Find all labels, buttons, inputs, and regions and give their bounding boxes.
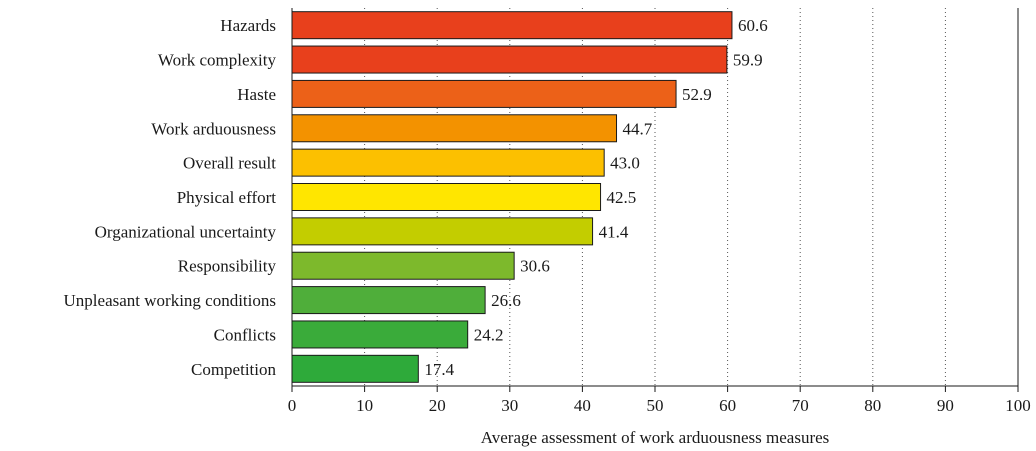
value-label: 59.9 [733, 51, 763, 70]
category-labels: Hazards Work complexity Haste Work arduousn… [64, 16, 277, 379]
bar [291, 354, 419, 383]
category-label: Physical effort [177, 188, 277, 207]
category-label: Work arduousness [151, 119, 276, 138]
x-tick-label: 70 [792, 396, 809, 415]
category-label: Hazards [220, 16, 276, 35]
x-tick-label: 80 [864, 396, 881, 415]
x-tick-label: 10 [356, 396, 373, 415]
category-label: Conflicts [214, 325, 276, 344]
x-tick-label: 30 [501, 396, 518, 415]
value-label: 52.9 [682, 85, 712, 104]
x-axis: 0 10 20 30 40 50 60 70 80 90 100 [288, 8, 1031, 415]
bar [291, 251, 515, 280]
value-label: 24.2 [474, 325, 504, 344]
x-tick-label: 40 [574, 396, 591, 415]
x-tick-label: 60 [719, 396, 736, 415]
category-label: Responsibility [178, 257, 277, 276]
value-label: 17.4 [424, 360, 454, 379]
value-label: 60.6 [738, 16, 768, 35]
x-axis-title: Average assessment of work arduousness m… [481, 428, 830, 447]
value-label: 41.4 [599, 222, 629, 241]
bar [291, 286, 486, 315]
bar [291, 114, 618, 143]
bar [291, 148, 605, 177]
value-label: 42.5 [607, 188, 637, 207]
category-label: Organizational uncertainty [95, 222, 277, 241]
value-label: 26.6 [491, 291, 521, 310]
value-label: 43.0 [610, 154, 640, 173]
category-label: Unpleasant working conditions [64, 291, 276, 310]
category-label: Competition [191, 360, 277, 379]
x-tick-label: 0 [288, 396, 297, 415]
bar [291, 320, 469, 349]
bar [291, 183, 602, 211]
x-tick-label: 50 [647, 396, 664, 415]
bar [291, 11, 733, 40]
value-label: 30.6 [520, 257, 550, 276]
x-tick-label: 100 [1005, 396, 1031, 415]
bars [291, 11, 733, 383]
x-tick-label: 90 [937, 396, 954, 415]
category-label: Haste [237, 85, 276, 104]
x-tick-label: 20 [429, 396, 446, 415]
bar [291, 79, 677, 108]
category-label: Work complexity [158, 51, 277, 70]
value-label: 44.7 [623, 119, 653, 138]
bar [291, 45, 728, 74]
category-label: Overall result [183, 154, 276, 173]
bar [291, 217, 594, 246]
value-labels: 60.6 59.9 52.9 44.7 43.0 42.5 41.4 30.6 26.6 24.2… [424, 16, 767, 379]
